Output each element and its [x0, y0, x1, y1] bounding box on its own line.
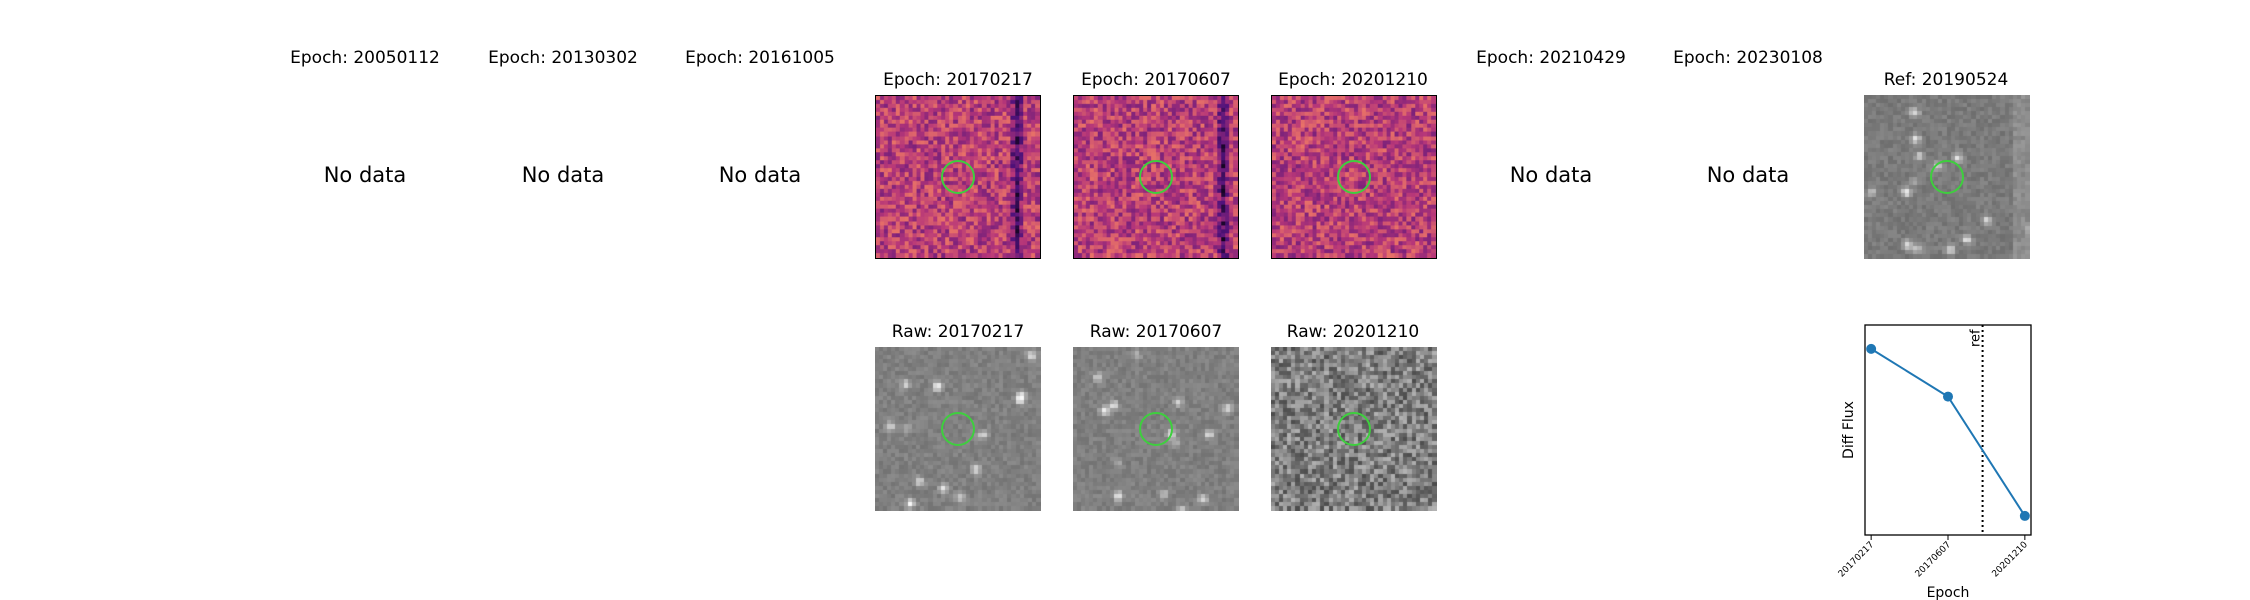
raw-title: Raw: 20201210: [1286, 322, 1420, 342]
no-data-text: No data: [718, 163, 802, 187]
epoch-title: Epoch: 20170607: [1081, 70, 1231, 90]
series-line: [1870, 348, 2026, 517]
epoch-title: Epoch: 20201210: [1278, 70, 1428, 90]
x-axis-label: Epoch: [1927, 585, 1970, 600]
raw-title: Raw: 20170607: [1089, 322, 1223, 342]
data-point: [1866, 343, 1877, 354]
diff-image-20170217: [875, 95, 1041, 259]
x-tick-label: 20201210: [1991, 540, 2031, 580]
no-data-text: No data: [1706, 163, 1790, 187]
ref-line-label: ref: [1969, 329, 1984, 347]
raw-image-20170607: [1073, 347, 1239, 511]
no-data-text: No data: [1509, 163, 1593, 187]
plot-frame: [1864, 324, 2032, 536]
epoch-title: Epoch: 20050112: [290, 48, 440, 68]
data-point: [2019, 510, 2030, 521]
ref-title: Ref: 20190524: [1883, 70, 2009, 90]
target-circle: [1930, 160, 1964, 194]
no-data-text: No data: [521, 163, 605, 187]
target-circle: [1337, 412, 1371, 446]
target-circle: [941, 160, 975, 194]
ref-image: [1864, 95, 2030, 259]
diff-image-20201210: [1271, 95, 1437, 259]
y-axis-label: Diff Flux: [1841, 401, 1857, 459]
epoch-title: Epoch: 20161005: [685, 48, 835, 68]
epoch-title: Epoch: 20230108: [1673, 48, 1823, 68]
target-circle: [1337, 160, 1371, 194]
data-point: [1943, 391, 1953, 402]
target-circle: [1139, 160, 1173, 194]
raw-title: Raw: 20170217: [891, 322, 1025, 342]
epoch-title: Epoch: 20170217: [883, 70, 1033, 90]
x-tick-label: 20170607: [1914, 540, 1953, 579]
raw-image-20201210: [1271, 347, 1437, 511]
raw-image-20170217: [875, 347, 1041, 511]
epoch-title: Epoch: 20130302: [488, 48, 638, 68]
target-circle: [1139, 412, 1173, 446]
x-tick-label: 20170217: [1837, 540, 1876, 579]
diff-image-20170607: [1073, 95, 1239, 259]
target-circle: [941, 412, 975, 446]
epoch-title: Epoch: 20210429: [1476, 48, 1626, 68]
no-data-text: No data: [323, 163, 407, 187]
